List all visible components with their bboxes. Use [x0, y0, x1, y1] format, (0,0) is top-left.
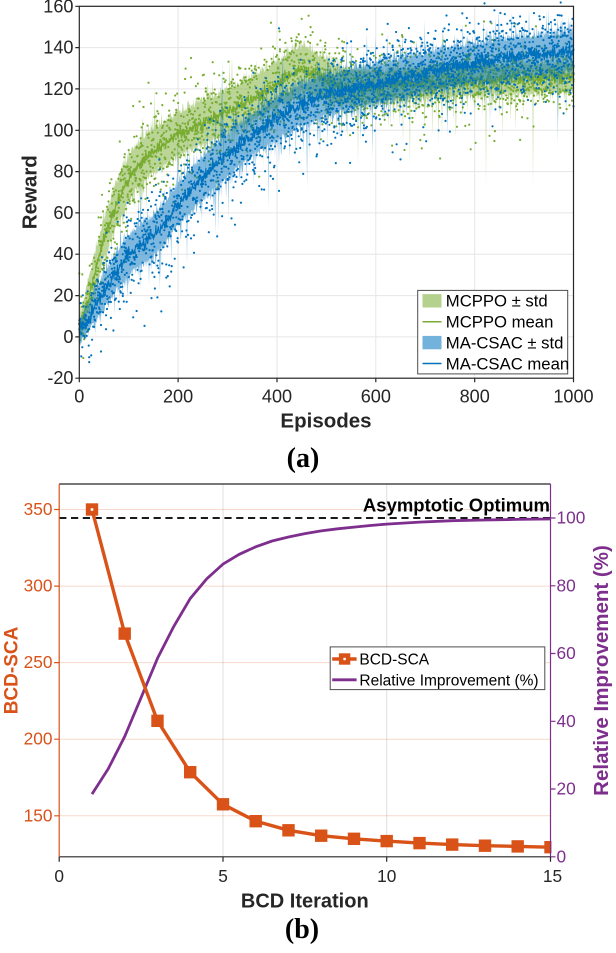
- svg-text:1000: 1000: [553, 387, 593, 407]
- svg-text:0: 0: [557, 846, 567, 866]
- svg-text:BCD-SCA: BCD-SCA: [2, 626, 23, 714]
- svg-text:140: 140: [43, 38, 73, 58]
- svg-text:600: 600: [361, 387, 391, 407]
- svg-text:0: 0: [63, 327, 73, 347]
- svg-text:20: 20: [557, 779, 576, 799]
- svg-text:(b): (b): [285, 914, 319, 945]
- svg-text:160: 160: [43, 0, 73, 16]
- svg-text:0: 0: [54, 866, 64, 886]
- svg-text:Relative Improvement (%): Relative Improvement (%): [359, 672, 538, 689]
- svg-text:400: 400: [262, 387, 292, 407]
- svg-text:60: 60: [557, 643, 576, 663]
- svg-text:5: 5: [218, 866, 228, 886]
- svg-text:15: 15: [543, 866, 562, 886]
- svg-text:MA-CSAC ± std: MA-CSAC ± std: [446, 333, 564, 352]
- svg-text:100: 100: [557, 508, 586, 528]
- svg-text:300: 300: [24, 576, 53, 596]
- svg-text:20: 20: [53, 286, 73, 306]
- svg-text:40: 40: [557, 711, 576, 731]
- svg-text:Relative Improvement (%): Relative Improvement (%): [590, 545, 613, 796]
- svg-text:40: 40: [53, 244, 73, 264]
- svg-text:0: 0: [74, 387, 84, 407]
- svg-text:200: 200: [24, 729, 53, 749]
- svg-text:80: 80: [557, 575, 576, 595]
- svg-text:BCD Iteration: BCD Iteration: [241, 891, 369, 913]
- svg-text:60: 60: [53, 203, 73, 223]
- svg-text:120: 120: [43, 79, 73, 99]
- svg-text:150: 150: [24, 805, 53, 825]
- svg-text:Asymptotic Optimum: Asymptotic Optimum: [363, 495, 550, 516]
- svg-text:MA-CSAC mean: MA-CSAC mean: [446, 354, 569, 373]
- svg-text:(a): (a): [287, 443, 320, 474]
- svg-text:250: 250: [24, 652, 53, 672]
- svg-text:MCPPO ± std: MCPPO ± std: [446, 292, 548, 311]
- svg-text:80: 80: [53, 162, 73, 182]
- svg-text:200: 200: [163, 387, 193, 407]
- svg-text:BCD-SCA: BCD-SCA: [359, 652, 429, 669]
- svg-text:Episodes: Episodes: [280, 410, 371, 433]
- svg-text:10: 10: [377, 866, 396, 886]
- svg-text:100: 100: [43, 120, 73, 140]
- svg-text:-20: -20: [47, 368, 73, 388]
- svg-text:800: 800: [460, 387, 490, 407]
- svg-text:Reward: Reward: [19, 155, 42, 229]
- svg-text:MCPPO mean: MCPPO mean: [446, 313, 554, 332]
- svg-text:350: 350: [24, 499, 53, 519]
